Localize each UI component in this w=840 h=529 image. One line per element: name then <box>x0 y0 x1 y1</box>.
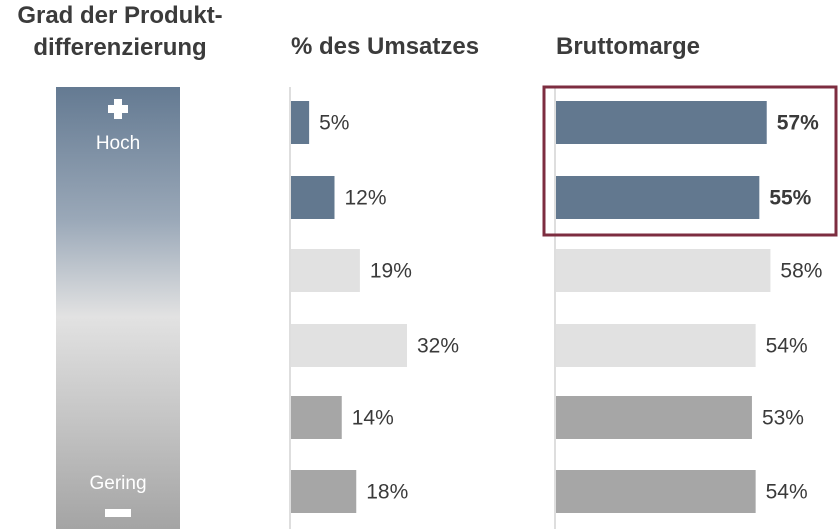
plus-icon <box>108 99 128 119</box>
revenue-value-label: 19% <box>370 260 412 283</box>
differentiation-heading-line2: differenzierung <box>33 34 207 61</box>
scale-low-label: Gering <box>89 473 147 494</box>
margin-bar <box>556 396 752 439</box>
margin-highlight-box <box>542 85 838 237</box>
differentiation-scale-bar: Hoch Gering <box>56 87 180 529</box>
margin-heading: Bruttomarge <box>556 33 701 60</box>
margin-value-label: 54% <box>766 481 808 504</box>
revenue-bar <box>291 176 335 219</box>
scale-high-label: Hoch <box>95 133 141 154</box>
revenue-bar <box>291 249 360 292</box>
margin-bar <box>556 470 756 513</box>
revenue-value-label: 32% <box>417 335 459 358</box>
margin-value-label: 57% <box>777 112 819 135</box>
revenue-bar <box>291 324 407 367</box>
revenue-bar <box>291 470 357 513</box>
revenue-bar <box>291 396 342 439</box>
revenue-value-label: 5% <box>319 112 349 135</box>
revenue-heading: % des Umsatzes <box>291 33 480 60</box>
margin-bar <box>556 176 760 219</box>
margin-value-label: 53% <box>762 407 804 430</box>
margin-bar <box>556 249 771 292</box>
revenue-value-label: 12% <box>345 187 387 210</box>
differentiation-heading-line1: Grad der Produkt- <box>17 2 223 29</box>
margin-bar <box>556 101 767 144</box>
revenue-bar <box>291 101 310 144</box>
margin-value-label: 54% <box>766 335 808 358</box>
minus-icon <box>105 509 131 517</box>
margin-value-label: 58% <box>780 260 822 283</box>
revenue-value-label: 18% <box>366 481 408 504</box>
differentiation-heading: Grad der Produkt- differenzierung <box>0 0 240 64</box>
margin-bar <box>556 324 756 367</box>
revenue-value-label: 14% <box>352 407 394 430</box>
margin-value-label: 55% <box>769 187 811 210</box>
